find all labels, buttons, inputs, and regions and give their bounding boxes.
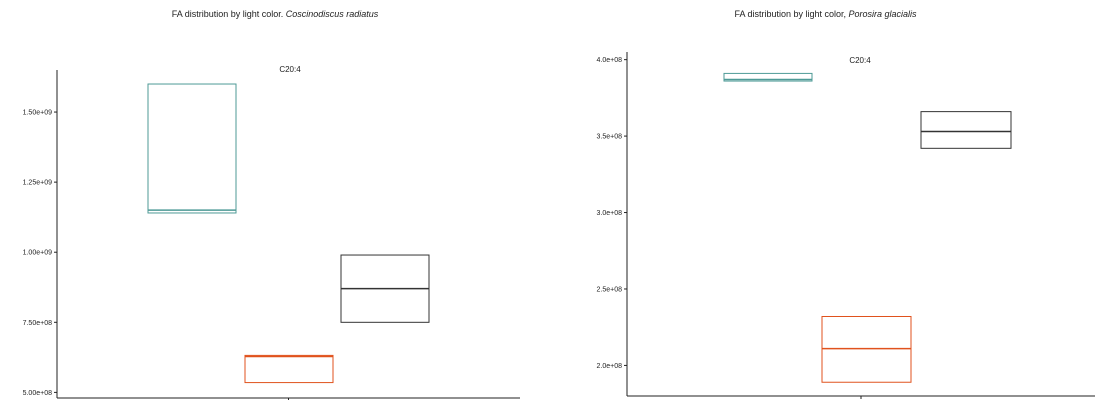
y-tick-label: 2.0e+08 <box>597 363 623 370</box>
y-tick-label: 3.5e+08 <box>597 134 623 141</box>
chart-panel-porosira: FA distribution by light color, Porosira… <box>550 0 1101 400</box>
y-tick-label: 7.50e+08 <box>23 320 52 327</box>
box <box>920 111 1012 149</box>
y-tick-label: 1.00e+09 <box>23 250 52 257</box>
chart-title: FA distribution by light color. Coscinod… <box>171 9 379 19</box>
box <box>723 72 813 82</box>
y-tick-label: 1.25e+09 <box>23 180 52 187</box>
chart-canvas: C20:4 5.00e+08 7.50e+08 1.00e+09 1.25e+09 1.5… <box>23 65 520 400</box>
box <box>244 354 334 384</box>
chart-title: FA distribution by light color, Porosira… <box>734 9 917 19</box>
chart-canvas: C20:4 2.0e+08 2.5e+08 3.0e+08 3.5e+08 4.0e+08 <box>597 52 1095 399</box>
facet-label: C20:4 <box>279 65 301 74</box>
y-tick-label: 2.5e+08 <box>597 286 623 293</box>
y-tick-label: 5.00e+08 <box>23 390 52 397</box>
box <box>821 315 912 383</box>
facet-label: C20:4 <box>849 56 871 65</box>
y-tick-label: 4.0e+08 <box>597 57 623 64</box>
y-tick-label: 1.50e+09 <box>23 110 52 117</box>
box <box>147 83 237 214</box>
y-tick-label: 3.0e+08 <box>597 210 623 217</box>
chart-panel-coscinodiscus: FA distribution by light color. Coscinod… <box>0 0 550 400</box>
